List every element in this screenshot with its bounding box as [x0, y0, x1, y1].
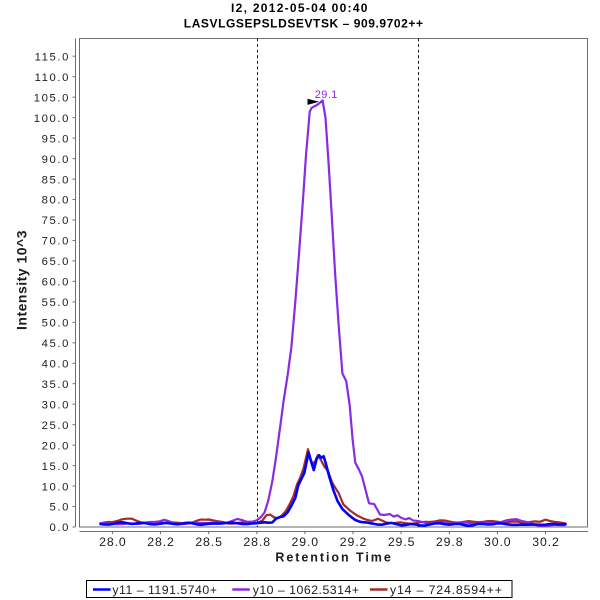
- svg-text:40.0: 40.0: [42, 359, 70, 371]
- svg-text:35.0: 35.0: [42, 379, 70, 391]
- svg-text:28.0: 28.0: [99, 535, 127, 549]
- svg-text:I2, 2012-05-04 00:40: I2, 2012-05-04 00:40: [231, 1, 369, 15]
- svg-text:105.0: 105.0: [34, 92, 70, 104]
- svg-text:29.5: 29.5: [388, 535, 416, 549]
- svg-text:29.2: 29.2: [340, 535, 368, 549]
- svg-text:29.1: 29.1: [315, 89, 338, 101]
- svg-text:LASVLGSEPSLDSEVTSK – 909.9702+: LASVLGSEPSLDSEVTSK – 909.9702++: [184, 17, 424, 31]
- svg-text:29.0: 29.0: [292, 535, 320, 549]
- svg-text:110.0: 110.0: [35, 72, 70, 84]
- svg-text:10.0: 10.0: [42, 481, 70, 493]
- svg-text:70.0: 70.0: [42, 236, 70, 248]
- svg-text:95.0: 95.0: [42, 133, 70, 145]
- svg-text:100.0: 100.0: [34, 113, 70, 125]
- svg-text:25.0: 25.0: [42, 420, 70, 432]
- svg-text:y10 – 1062.5314+: y10 – 1062.5314+: [253, 583, 360, 597]
- svg-text:0.0: 0.0: [49, 522, 70, 534]
- svg-text:85.0: 85.0: [42, 174, 70, 186]
- svg-text:45.0: 45.0: [42, 338, 70, 350]
- svg-text:30.0: 30.0: [484, 535, 512, 549]
- svg-text:20.0: 20.0: [42, 440, 70, 452]
- svg-text:y11 – 1191.5740+: y11 – 1191.5740+: [112, 583, 217, 597]
- svg-text:115.0: 115.0: [35, 51, 70, 63]
- svg-text:Retention Time: Retention Time: [275, 551, 392, 565]
- svg-text:75.0: 75.0: [42, 215, 70, 227]
- svg-text:60.0: 60.0: [42, 277, 70, 289]
- svg-text:90.0: 90.0: [42, 154, 70, 166]
- svg-text:30.0: 30.0: [42, 399, 70, 411]
- svg-text:28.5: 28.5: [195, 535, 223, 549]
- svg-text:28.8: 28.8: [243, 535, 271, 549]
- svg-text:30.2: 30.2: [532, 535, 560, 549]
- svg-text:55.0: 55.0: [42, 297, 70, 309]
- svg-text:Intensity 10^3: Intensity 10^3: [14, 230, 30, 330]
- svg-text:28.2: 28.2: [147, 535, 175, 549]
- svg-text:y14 – 724.8594++: y14 – 724.8594++: [390, 583, 503, 597]
- svg-text:29.8: 29.8: [436, 535, 464, 549]
- svg-text:15.0: 15.0: [42, 461, 70, 473]
- svg-text:65.0: 65.0: [42, 256, 70, 268]
- svg-text:80.0: 80.0: [42, 195, 70, 207]
- svg-text:5.0: 5.0: [49, 502, 70, 514]
- svg-text:50.0: 50.0: [42, 318, 70, 330]
